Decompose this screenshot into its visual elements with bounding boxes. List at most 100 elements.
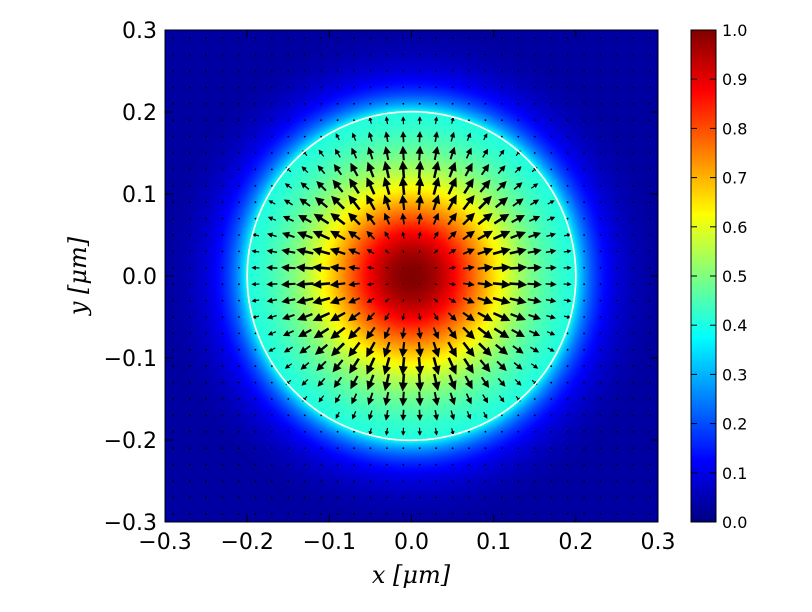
quiver-arrow: [547, 347, 555, 352]
quiver-arrow: [509, 296, 527, 305]
quiver-arrow: [353, 119, 355, 122]
quiver-arrow: [254, 119, 257, 122]
quiver-arrow: [599, 152, 602, 154]
quiver-arrow: [383, 391, 391, 406]
quiver-arrow: [435, 86, 438, 89]
quiver-arrow: [616, 70, 618, 72]
quiver-arrow: [648, 266, 651, 269]
quiver-arrow: [648, 398, 651, 400]
quiver-arrow: [287, 102, 290, 105]
quiver-arrow: [632, 135, 635, 138]
quiver-arrow: [434, 283, 438, 286]
quiver-arrow: [517, 447, 520, 450]
quiver-arrow: [435, 447, 438, 450]
quiver-arrow: [648, 348, 651, 351]
quiver-arrow: [418, 283, 421, 285]
quiver-arrow: [284, 183, 293, 189]
quiver-arrow: [583, 135, 585, 138]
quiver-arrow: [545, 297, 557, 304]
boundary-circle: [246, 110, 577, 442]
quiver-arrow: [415, 176, 425, 195]
quiver-arrow: [533, 37, 536, 40]
quiver-arrow: [172, 201, 175, 204]
quiver-arrow: [447, 177, 457, 195]
quiver-arrow: [616, 496, 618, 499]
quiver-arrow: [484, 102, 487, 105]
quiver-arrow: [303, 512, 306, 515]
quiver-arrow: [385, 283, 389, 286]
quiver-arrow: [632, 53, 635, 56]
quiver-arrow: [415, 341, 424, 358]
quiver-arrow: [270, 70, 273, 72]
quiver-arrow: [497, 165, 506, 175]
y-tick-label: −0.3: [104, 511, 157, 536]
quiver-arrow: [270, 480, 273, 482]
quiver-arrow: [599, 398, 602, 400]
quiver-arrow: [599, 332, 602, 335]
quiver-arrow: [238, 283, 240, 286]
quiver-arrow: [221, 119, 224, 122]
quiver-arrow: [599, 299, 602, 302]
quiver-arrow: [238, 365, 240, 368]
quiver-arrow: [284, 363, 293, 369]
quiver-arrow: [431, 341, 441, 358]
quiver-arrow: [369, 70, 372, 72]
quiver-arrow: [336, 37, 339, 40]
quiver-arrow: [270, 102, 273, 105]
quiver-arrow: [432, 146, 440, 161]
quiver-arrow: [402, 86, 405, 89]
quiver-arrow: [418, 70, 421, 72]
quiver-arrow: [205, 86, 208, 89]
quiver-arrow: [533, 480, 536, 482]
quiver-arrow: [501, 480, 503, 482]
quiver-arrow: [336, 463, 339, 466]
quiver-arrow: [648, 70, 651, 72]
quiver-arrow: [402, 447, 405, 450]
quiver-arrow: [172, 266, 175, 269]
quiver-arrow: [205, 283, 208, 286]
quiver-arrow: [348, 326, 361, 340]
quiver-arrow: [254, 332, 257, 335]
x-tick-label: 0.0: [394, 530, 429, 555]
quiver-arrow: [482, 148, 489, 158]
quiver-arrow: [566, 37, 569, 40]
quiver-arrow: [583, 316, 585, 318]
quiver-arrow: [418, 298, 421, 303]
quiver-arrow: [267, 314, 277, 320]
quiver-arrow: [632, 184, 635, 187]
quiver-arrow: [510, 231, 526, 240]
quiver-arrow: [349, 358, 360, 374]
quiver-arrow: [478, 342, 492, 357]
quiver-arrow: [287, 53, 290, 56]
quiver-arrow: [303, 447, 306, 450]
quiver-arrow: [254, 102, 257, 105]
quiver-arrow: [632, 365, 635, 368]
quiver-arrow: [448, 249, 457, 255]
quiver-arrow: [566, 135, 569, 138]
quiver-arrow: [382, 357, 392, 376]
quiver-arrow: [616, 217, 618, 220]
quiver-arrow: [435, 463, 438, 466]
quiver-arrow: [221, 70, 224, 72]
quiver-arrow: [648, 152, 651, 154]
quiver-arrow: [418, 447, 421, 450]
quiver-arrow: [533, 430, 536, 433]
quiver-arrow: [501, 86, 503, 89]
quiver-arrow: [238, 135, 240, 138]
quiver-arrow: [267, 330, 277, 336]
quiver-arrow: [353, 70, 355, 72]
quiver-arrow: [188, 414, 191, 417]
quiver-arrow: [172, 70, 175, 72]
quiver-arrow: [270, 37, 273, 40]
quiver-arrow: [270, 496, 273, 499]
quiver-arrow: [550, 447, 553, 450]
quiver-arrow: [221, 184, 224, 187]
plot-area: [164, 29, 659, 523]
quiver-arrow: [331, 342, 345, 357]
quiver-arrow: [533, 70, 536, 72]
quiver-arrow: [287, 447, 290, 450]
quiver-arrow: [399, 194, 408, 211]
quiver-arrow: [402, 283, 405, 285]
quiver-arrow: [283, 199, 293, 206]
quiver-arrow: [632, 480, 635, 482]
